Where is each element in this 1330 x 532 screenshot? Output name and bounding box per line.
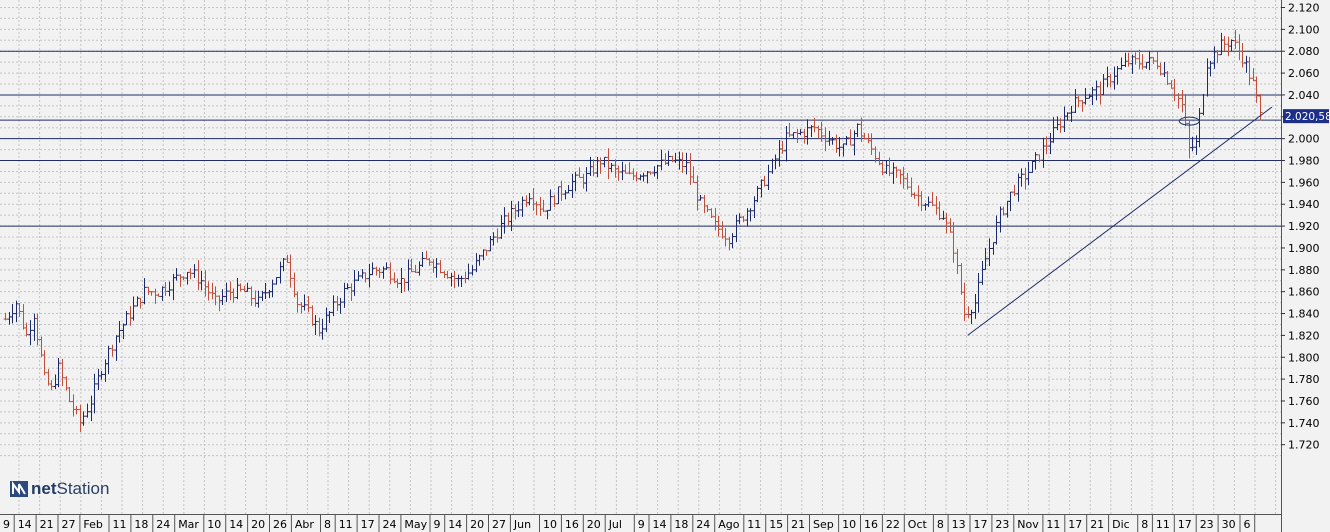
x-month-label: Dic	[1112, 518, 1130, 531]
x-day-label: 21	[40, 518, 54, 531]
y-tick-label: 1.780	[1288, 373, 1320, 386]
x-day-label: 9	[638, 518, 645, 531]
x-day-label: 11	[1046, 518, 1060, 531]
logo-prefix: net	[31, 479, 57, 498]
logo-icon	[10, 481, 28, 497]
x-day-label: 14	[653, 518, 667, 531]
y-tick-label: 1.800	[1288, 351, 1320, 364]
x-day-label: 10	[207, 518, 221, 531]
x-day-label: 24	[156, 518, 170, 531]
x-month-label: Jul	[608, 518, 622, 531]
y-tick-label: 2.100	[1288, 23, 1320, 36]
x-day-label: 14	[18, 518, 32, 531]
x-month-label: Feb	[83, 518, 102, 531]
trendline	[967, 106, 1273, 336]
y-tick-label: 1.960	[1288, 176, 1320, 189]
x-day-label: 30	[1222, 518, 1236, 531]
y-tick-label: 2.120	[1288, 2, 1320, 15]
x-day-label: 20	[251, 518, 265, 531]
x-month-label: Oct	[908, 518, 928, 531]
x-day-label: 16	[864, 518, 878, 531]
x-month-label: Sep	[813, 518, 834, 531]
x-day-label: 14	[448, 518, 462, 531]
x-day-label: 11	[747, 518, 761, 531]
plot-background	[0, 0, 1281, 514]
y-tick-label: 2.040	[1288, 89, 1320, 102]
x-day-label: 22	[886, 518, 900, 531]
y-tick-label: 1.720	[1288, 439, 1320, 452]
x-day-label: 23	[1200, 518, 1214, 531]
x-day-label: 8	[1141, 518, 1148, 531]
x-day-label: 27	[492, 518, 506, 531]
x-day-label: 8	[937, 518, 944, 531]
x-day-label: 18	[674, 518, 688, 531]
x-day-label: 21	[791, 518, 805, 531]
x-month-label: Abr	[295, 518, 315, 531]
x-day-label: 6	[1244, 518, 1251, 531]
x-day-label: 17	[1068, 518, 1082, 531]
y-tick-label: 1.980	[1288, 155, 1320, 168]
last-price-label: 2.020,58	[1285, 111, 1330, 123]
y-tick-label: 1.820	[1288, 329, 1320, 342]
y-tick-label: 1.840	[1288, 308, 1320, 321]
x-day-label: 10	[842, 518, 856, 531]
x-day-label: 26	[273, 518, 287, 531]
x-day-label: 9	[3, 518, 10, 531]
x-day-label: 24	[696, 518, 710, 531]
x-day-label: 20	[587, 518, 601, 531]
y-tick-label: 2.000	[1288, 133, 1320, 146]
netstation-logo: net Station	[10, 479, 109, 499]
x-day-label: 9	[434, 518, 441, 531]
x-month-label: Ago	[718, 518, 740, 531]
x-day-label: 24	[383, 518, 397, 531]
last-price-badge	[1283, 109, 1329, 124]
x-day-label: 11	[1156, 518, 1170, 531]
x-day-label: 17	[974, 518, 988, 531]
y-tick-label: 1.860	[1288, 286, 1320, 299]
x-day-label: 13	[952, 518, 966, 531]
x-month-label: Nov	[1017, 518, 1039, 531]
y-tick-label: 1.760	[1288, 395, 1320, 408]
y-tick-label: 2.060	[1288, 67, 1320, 80]
y-tick-label: 2.080	[1288, 45, 1320, 58]
x-day-label: 18	[134, 518, 148, 531]
x-day-label: 14	[229, 518, 243, 531]
y-tick-label: 1.900	[1288, 242, 1320, 255]
logo-suffix: Station	[56, 479, 110, 498]
y-tick-label: 1.920	[1288, 220, 1320, 233]
x-month-label: May	[404, 518, 427, 531]
x-day-label: 15	[769, 518, 783, 531]
x-day-label: 17	[361, 518, 375, 531]
x-day-label: 21	[1090, 518, 1104, 531]
x-day-label: 20	[470, 518, 484, 531]
x-day-label: 23	[995, 518, 1009, 531]
x-day-label: 11	[113, 518, 127, 531]
x-day-label: 27	[62, 518, 76, 531]
x-day-label: 11	[339, 518, 353, 531]
x-day-label: 8	[324, 518, 331, 531]
y-tick-label: 1.740	[1288, 417, 1320, 430]
highlight-ellipse	[1178, 116, 1200, 126]
x-day-label: 10	[543, 518, 557, 531]
y-tick-label: 1.940	[1288, 198, 1320, 211]
y-tick-label: 1.880	[1288, 264, 1320, 277]
x-day-label: 16	[565, 518, 579, 531]
x-day-label: 17	[1178, 518, 1192, 531]
x-month-label: Jun	[513, 518, 531, 531]
x-month-label: Mar	[178, 518, 199, 531]
